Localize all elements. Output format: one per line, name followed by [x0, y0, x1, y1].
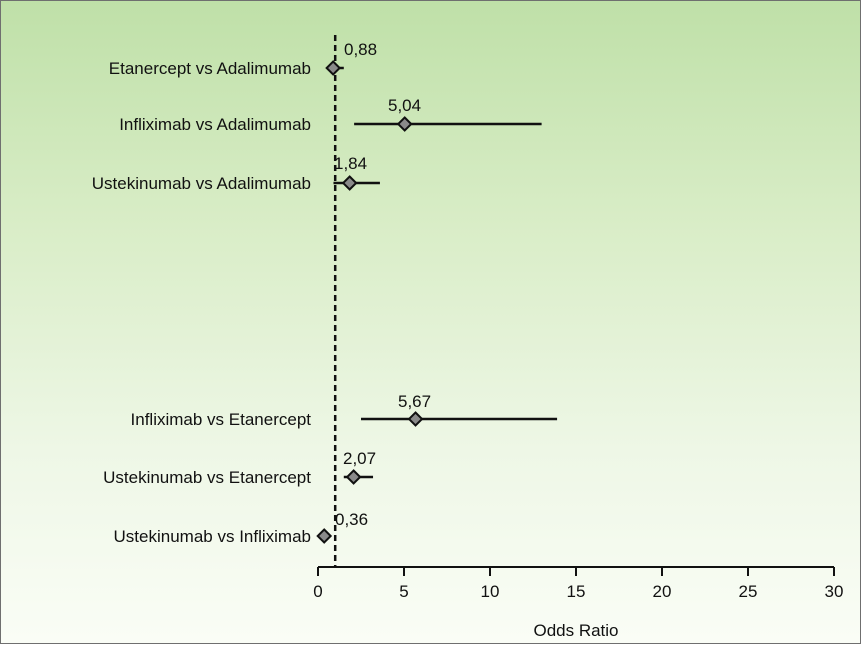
x-tick-label: 25 [739, 582, 758, 601]
x-tick-label: 5 [399, 582, 408, 601]
row-label: Ustekinumab vs Adalimumab [92, 174, 311, 193]
point-estimate-marker [345, 469, 362, 485]
row-label: Infliximab vs Adalimumab [119, 115, 311, 134]
row-label: Infliximab vs Etanercept [131, 410, 312, 429]
value-label: 1,84 [334, 154, 367, 173]
forest-row: Ustekinumab vs Etanercept 2,07 [103, 449, 376, 487]
value-label: 2,07 [343, 449, 376, 468]
x-tick-label: 20 [653, 582, 672, 601]
point-estimate-marker [396, 116, 413, 132]
forest-row: Ustekinumab vs Adalimumab 1,84 [92, 154, 380, 193]
row-label: Ustekinumab vs Infliximab [114, 527, 311, 546]
value-label: 0,88 [344, 40, 377, 59]
x-tick-label: 0 [313, 582, 322, 601]
x-tick-label: 10 [481, 582, 500, 601]
point-estimate-marker [407, 411, 424, 427]
point-estimate-marker [341, 175, 358, 191]
forest-row: Infliximab vs Etanercept 5,67 [131, 392, 558, 429]
value-label: 5,67 [398, 392, 431, 411]
point-estimate-marker [325, 60, 342, 76]
row-label: Ustekinumab vs Etanercept [103, 468, 311, 487]
forest-row: Ustekinumab vs Infliximab 0,36 [114, 510, 369, 546]
x-axis: 0 5 10 15 20 25 30 [313, 566, 844, 601]
x-tick-label: 30 [825, 582, 844, 601]
forest-row: Infliximab vs Adalimumab 5,04 [119, 96, 542, 134]
x-tick-label: 15 [567, 582, 586, 601]
rows-layer: Etanercept vs Adalimumab 0,88 Infliximab v… [92, 40, 558, 546]
row-label: Etanercept vs Adalimumab [109, 59, 311, 78]
point-estimate-marker [316, 528, 333, 544]
value-label: 5,04 [388, 96, 421, 115]
x-axis-title: Odds Ratio [533, 621, 618, 640]
forest-row: Etanercept vs Adalimumab 0,88 [109, 40, 377, 78]
value-label: 0,36 [335, 510, 368, 529]
